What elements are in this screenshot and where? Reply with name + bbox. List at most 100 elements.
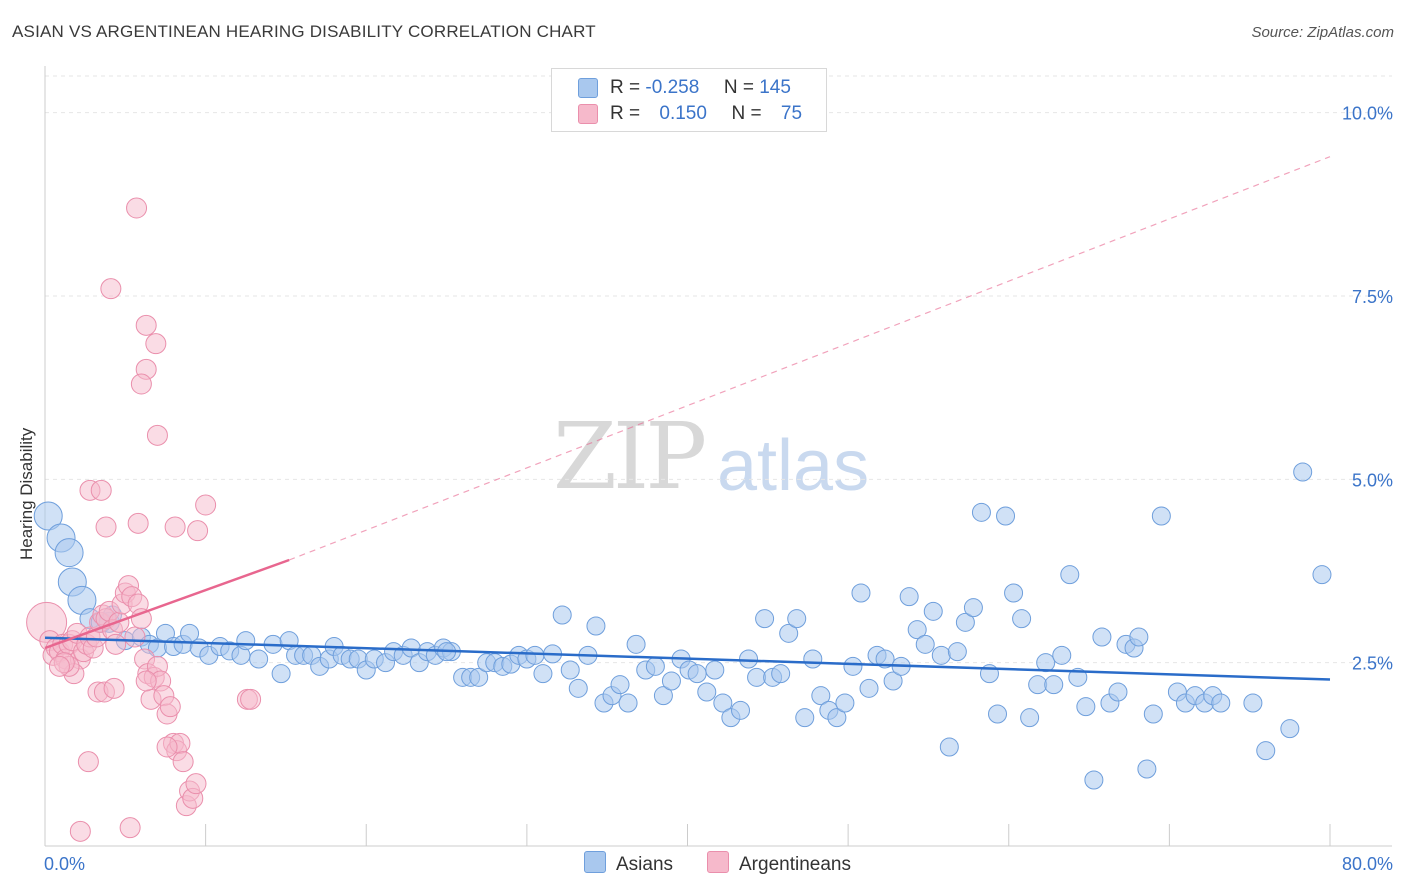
asian-point [271, 664, 291, 684]
asian-point [1052, 645, 1072, 665]
legend-item-asians[interactable]: Asians [584, 851, 673, 876]
asian-point [923, 601, 943, 621]
argentinean-point [90, 479, 112, 501]
argentinean-point [69, 820, 91, 842]
y-axis-label: Hearing Disability [17, 427, 36, 560]
asian-point [610, 675, 630, 695]
asian-swatch [578, 78, 598, 98]
asian-swatch [584, 851, 606, 873]
asian-point [1092, 627, 1112, 647]
asian-point [618, 693, 638, 713]
argentinean-point [130, 373, 152, 395]
argentinean-point [172, 751, 194, 773]
asian-point [755, 609, 775, 629]
asian-point [560, 660, 580, 680]
asian-point [787, 609, 807, 629]
asian-point [469, 667, 489, 687]
asian-points [33, 462, 1332, 790]
legend-r-label: R = [610, 103, 641, 124]
y-tick-label: 5.0% [1352, 470, 1393, 490]
argentinean-point [105, 633, 127, 655]
argentinean-point [135, 314, 157, 336]
asian-trend-line [44, 636, 1331, 681]
legend-item-argentineans[interactable]: Argentineans [707, 851, 851, 876]
source-credit: Source: ZipAtlas.com [1251, 24, 1394, 41]
axes [44, 66, 1392, 847]
asian-point [1108, 682, 1128, 702]
argentinean-point [124, 626, 146, 648]
argentinean-point [146, 424, 168, 446]
asian-point [939, 737, 959, 757]
argentinean-point [126, 197, 148, 219]
asian-point [533, 664, 553, 684]
legend-n-label: N = [723, 77, 754, 98]
asian-point [779, 623, 799, 643]
y-tick-label: 2.5% [1352, 654, 1393, 674]
asian-point [54, 538, 84, 568]
x-tick-label-max: 80.0% [1342, 854, 1393, 874]
asian-point [1076, 697, 1096, 717]
asian-point [915, 634, 935, 654]
asian-point [883, 671, 903, 691]
asian-point [653, 686, 673, 706]
argentinean-trend-extension [288, 156, 1331, 561]
asian-point [988, 704, 1008, 724]
asian-point [835, 693, 855, 713]
argentinean-point [185, 773, 207, 795]
watermark-atlas: atlas [717, 426, 870, 506]
asian-point [971, 502, 991, 522]
asian-point [795, 708, 815, 728]
asian-point [525, 645, 545, 665]
asian-point [1151, 506, 1171, 526]
argentinean-point [127, 512, 149, 534]
asian-point [1243, 693, 1263, 713]
argentinean-point [156, 736, 178, 758]
argentinean-points [26, 197, 262, 842]
argentinean-point [130, 608, 152, 630]
legend-n-value: 145 [759, 77, 791, 98]
asian-point [1280, 719, 1300, 739]
asian-point [803, 649, 823, 669]
argentinean-point [119, 817, 141, 839]
y-tick-label: 10.0% [1342, 104, 1393, 124]
asian-point [1020, 708, 1040, 728]
argentinean-swatch [578, 104, 598, 124]
legend-r-value: 0.150 [659, 103, 707, 124]
legend-label-asians: Asians [616, 854, 674, 875]
asian-point [586, 616, 606, 636]
asian-point [875, 649, 895, 669]
asian-point [661, 671, 681, 691]
asian-point [1004, 583, 1024, 603]
asian-point [1293, 462, 1313, 482]
asian-point [931, 645, 951, 665]
argentinean-point [100, 278, 122, 300]
asian-point [1044, 675, 1064, 695]
asian-point [33, 501, 63, 531]
chart-title: ASIAN VS ARGENTINEAN HEARING DISABILITY … [12, 22, 596, 41]
asian-point [713, 693, 733, 713]
asian-point [1129, 627, 1149, 647]
argentinean-trend-line [44, 558, 290, 650]
asian-point [907, 620, 927, 640]
asian-point [687, 664, 707, 684]
asian-point [236, 631, 256, 651]
x-tick-label-min: 0.0% [44, 854, 85, 874]
asian-point [1060, 565, 1080, 585]
argentinean-point [95, 516, 117, 538]
asian-point [1036, 653, 1056, 673]
legend-n-value: 75 [780, 103, 803, 124]
argentinean-point [187, 520, 209, 542]
argentinean-point [48, 655, 70, 677]
asian-point [697, 682, 717, 702]
asian-point [811, 686, 831, 706]
asian-point [626, 634, 646, 654]
legend-r-label: R = [610, 77, 641, 98]
correlation-legend: R = -0.258 N = 145 R = 0.150 N = 75 [551, 68, 827, 132]
asian-point [859, 678, 879, 698]
asian-point [1143, 704, 1163, 724]
y-tick-label: 7.5% [1352, 287, 1393, 307]
asian-point [1084, 770, 1104, 790]
asian-point [645, 656, 665, 676]
asian-point [1211, 693, 1231, 713]
